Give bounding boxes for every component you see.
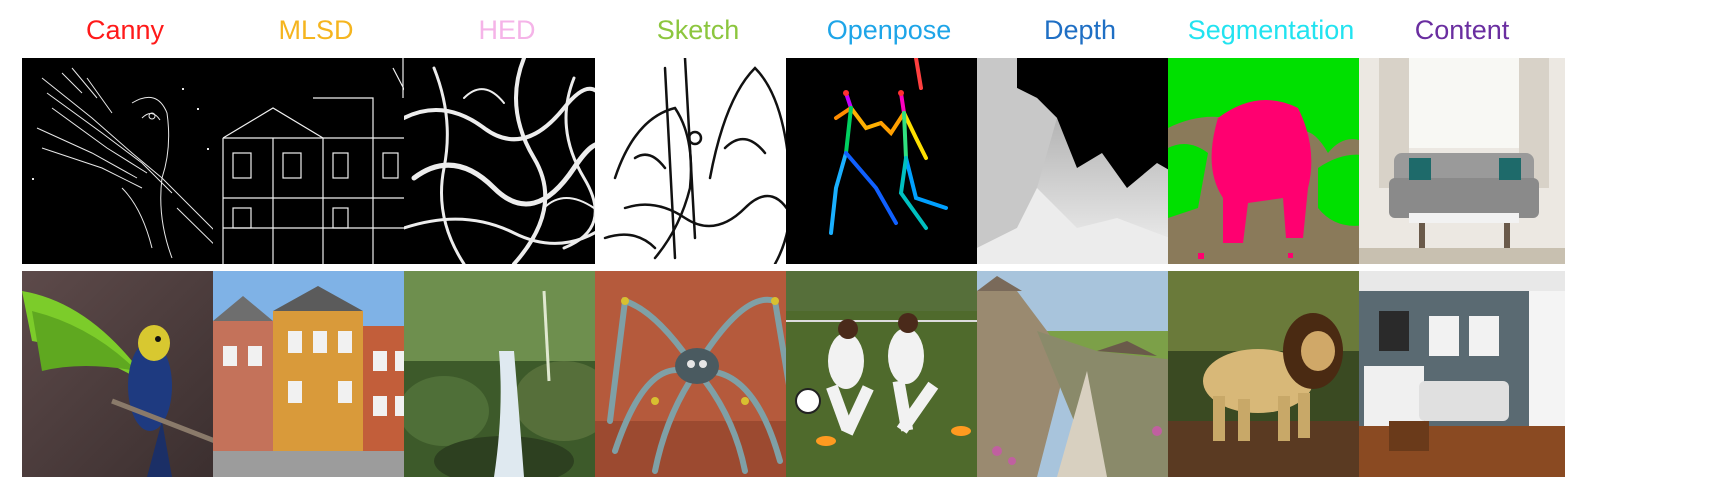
column-label-hed: HED [404,10,610,50]
column-canny: Canny [22,0,228,479]
content-generated-living-room [1359,271,1565,477]
column-label-mlsd: MLSD [213,10,419,50]
condition-grid: Canny [22,0,1710,479]
mlsd-generated-houses [213,271,419,477]
sketch-line-map [595,58,801,264]
canny-edge-map [22,58,228,264]
column-mlsd: MLSD [213,0,419,479]
segmentation-generated-lion [1168,271,1374,477]
column-label-depth: Depth [977,10,1183,50]
column-hed: HED [404,0,610,479]
column-label-segmentation: Segmentation [1168,10,1374,50]
openpose-generated-soccer [786,271,992,477]
column-depth: Depth [977,0,1183,479]
sketch-generated-robot-spider [595,271,801,477]
hed-generated-waterfall [404,271,610,477]
column-label-openpose: Openpose [786,10,992,50]
segmentation-map [1168,58,1374,264]
openpose-skeleton-map [786,58,992,264]
column-content: Content [1359,0,1565,479]
hed-soft-edge-map [404,58,610,264]
depth-map [977,58,1183,264]
column-openpose: Openpose [786,0,992,479]
canny-generated-parrot [22,271,228,477]
column-label-content: Content [1359,10,1565,50]
column-segmentation: Segmentation [1168,0,1374,479]
column-label-sketch: Sketch [595,10,801,50]
content-reference-living-room [1359,58,1565,264]
mlsd-line-map [213,58,419,264]
column-sketch: Sketch [595,0,801,479]
column-label-canny: Canny [22,10,228,50]
depth-generated-village [977,271,1183,477]
